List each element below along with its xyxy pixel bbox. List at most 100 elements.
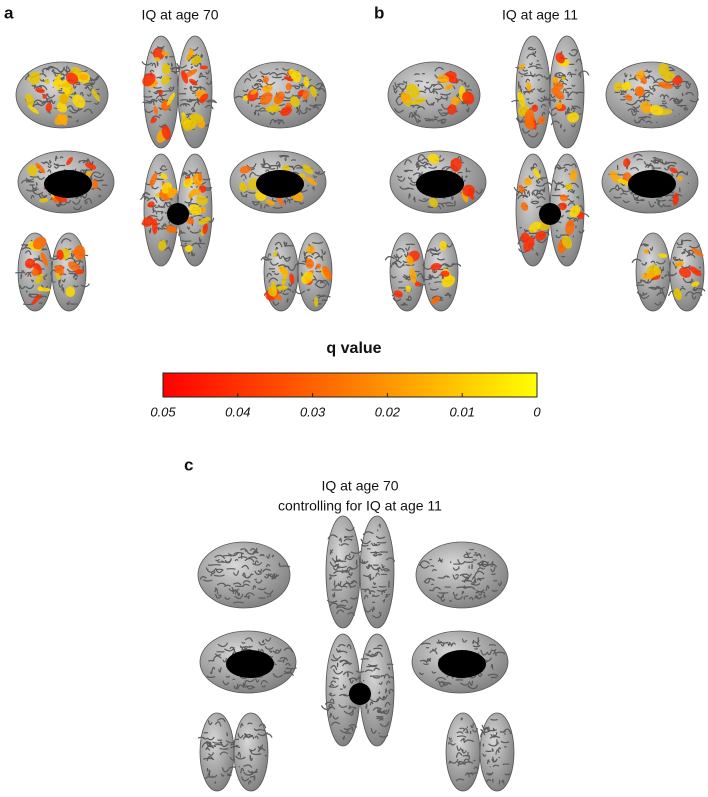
sulcus bbox=[446, 95, 448, 97]
sulcus bbox=[421, 642, 431, 646]
sulcus bbox=[659, 291, 662, 295]
sulcus bbox=[48, 100, 52, 104]
sulcus bbox=[378, 732, 381, 734]
sulcus bbox=[471, 582, 481, 586]
sulcus bbox=[415, 80, 424, 83]
sulcus bbox=[335, 648, 341, 652]
sulcus bbox=[556, 166, 566, 169]
sulcus bbox=[416, 106, 426, 110]
sulcus bbox=[429, 564, 435, 568]
sulcus bbox=[641, 277, 654, 284]
sulcus bbox=[255, 729, 266, 732]
sulcus bbox=[214, 587, 218, 590]
sulcus bbox=[685, 92, 688, 95]
sulcus bbox=[56, 203, 62, 207]
activation bbox=[198, 93, 209, 104]
activation bbox=[322, 265, 332, 280]
sulcus bbox=[308, 108, 312, 111]
sulcus bbox=[477, 560, 489, 566]
sulcus bbox=[485, 585, 490, 591]
activation bbox=[27, 164, 38, 177]
sulcus bbox=[472, 644, 481, 648]
sulcus bbox=[530, 201, 539, 205]
sulcus bbox=[20, 273, 23, 279]
sulcus bbox=[197, 736, 205, 739]
activation bbox=[198, 172, 203, 182]
sulcus bbox=[190, 197, 193, 202]
sulcus bbox=[413, 109, 417, 115]
sulcus bbox=[530, 235, 534, 237]
sulcus bbox=[90, 171, 102, 177]
sulcus bbox=[362, 573, 372, 577]
sulcus bbox=[303, 251, 306, 257]
sulcus bbox=[210, 573, 213, 577]
sulcus bbox=[382, 568, 390, 571]
sulcus bbox=[255, 579, 263, 584]
sulcus bbox=[434, 96, 443, 101]
sulcus bbox=[640, 243, 649, 247]
sulcus bbox=[474, 551, 478, 554]
sulcus bbox=[535, 183, 545, 187]
activation bbox=[240, 181, 245, 189]
sulcus bbox=[429, 250, 441, 255]
sulcus bbox=[691, 294, 697, 300]
sulcus bbox=[490, 564, 494, 567]
sulcus bbox=[437, 559, 443, 563]
sulcus bbox=[418, 198, 430, 203]
sulcus bbox=[333, 564, 340, 569]
sulcus bbox=[561, 184, 565, 187]
sulcus bbox=[32, 190, 44, 195]
sulcus bbox=[272, 300, 280, 306]
sulcus bbox=[211, 666, 216, 671]
sulcus bbox=[465, 89, 473, 92]
sulcus bbox=[243, 78, 252, 83]
sulcus bbox=[381, 696, 387, 699]
sulcus bbox=[335, 606, 346, 610]
sulcus bbox=[499, 730, 506, 733]
sulcus bbox=[282, 255, 291, 260]
activation bbox=[533, 168, 541, 179]
sulcus bbox=[475, 553, 482, 559]
sulcus bbox=[395, 262, 404, 268]
sulcus bbox=[345, 579, 355, 585]
sulcus bbox=[306, 184, 309, 187]
sulcus bbox=[53, 165, 60, 169]
sulcus bbox=[237, 751, 242, 758]
sulcus bbox=[247, 722, 253, 725]
sulcus bbox=[444, 294, 452, 297]
sulcus bbox=[328, 573, 337, 577]
sulcus bbox=[148, 228, 152, 234]
brain-medial bbox=[601, 150, 699, 214]
sulcus bbox=[649, 246, 654, 251]
sulcus bbox=[251, 200, 260, 206]
sulcus bbox=[437, 109, 443, 112]
sulcus bbox=[342, 684, 347, 689]
sulcus bbox=[184, 242, 187, 245]
sulcus bbox=[444, 262, 455, 268]
sulcus bbox=[283, 241, 288, 247]
sulcus bbox=[554, 164, 562, 170]
sulcus bbox=[253, 83, 260, 88]
sulcus bbox=[527, 132, 539, 138]
sulcus bbox=[85, 84, 94, 90]
sulcus bbox=[516, 191, 524, 197]
sulcus bbox=[466, 107, 470, 113]
sulcus bbox=[555, 72, 565, 77]
sulcus bbox=[232, 582, 242, 586]
brain-medial bbox=[199, 630, 297, 694]
sulcus bbox=[153, 90, 159, 95]
sulcus bbox=[532, 50, 537, 55]
sulcus bbox=[490, 648, 497, 652]
sulcus bbox=[224, 596, 231, 600]
sulcus bbox=[339, 659, 348, 663]
sulcus bbox=[306, 288, 311, 291]
sulcus bbox=[475, 591, 486, 594]
activation bbox=[250, 89, 258, 95]
sulcus bbox=[636, 158, 644, 161]
sulcus bbox=[438, 557, 444, 563]
brain-frontal bbox=[197, 712, 273, 792]
sulcus bbox=[243, 179, 245, 181]
sulcus bbox=[372, 676, 380, 679]
sulcus bbox=[272, 648, 282, 654]
